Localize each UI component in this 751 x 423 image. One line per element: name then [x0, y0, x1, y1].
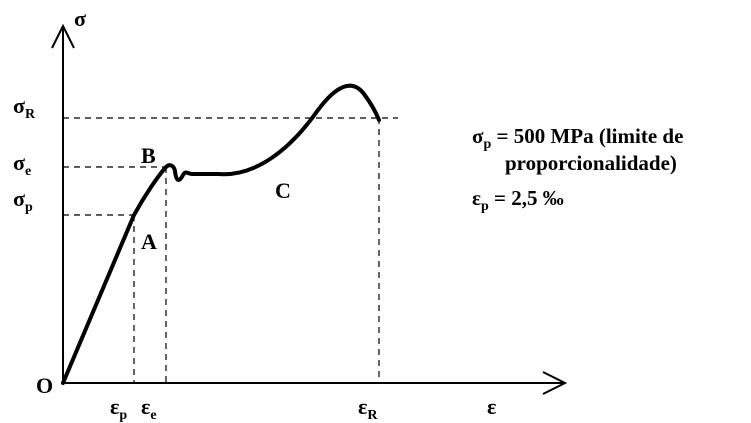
- y-axis-arrow: [51, 23, 75, 49]
- sigma-e-label: σe: [13, 150, 31, 179]
- x-axis-symbol: ε: [487, 394, 496, 419]
- stress-strain-curve: [61, 83, 381, 385]
- x-axis-arrow: [542, 371, 568, 395]
- note-epsilon-p: εp = 2,5 ‰: [472, 186, 564, 214]
- y-axis-symbol: σ: [74, 6, 86, 31]
- epsilon-p-label: εp: [110, 394, 127, 423]
- point-B-label: B: [141, 143, 156, 168]
- epsilon-R-label: εR: [358, 394, 378, 423]
- point-A-label: A: [141, 229, 157, 254]
- epsilon-e-label: εe: [141, 394, 157, 423]
- point-C-label: C: [275, 178, 291, 203]
- sigma-p-label: σp: [13, 186, 33, 215]
- axes: [51, 23, 568, 395]
- origin-label: O: [36, 373, 53, 398]
- note-sigma-p: σp = 500 MPa (limite de: [472, 124, 683, 152]
- sigma-R-label: σR: [13, 93, 36, 122]
- guide-lines: [63, 117, 398, 383]
- note-proportionality: proporcionalidade): [505, 151, 677, 175]
